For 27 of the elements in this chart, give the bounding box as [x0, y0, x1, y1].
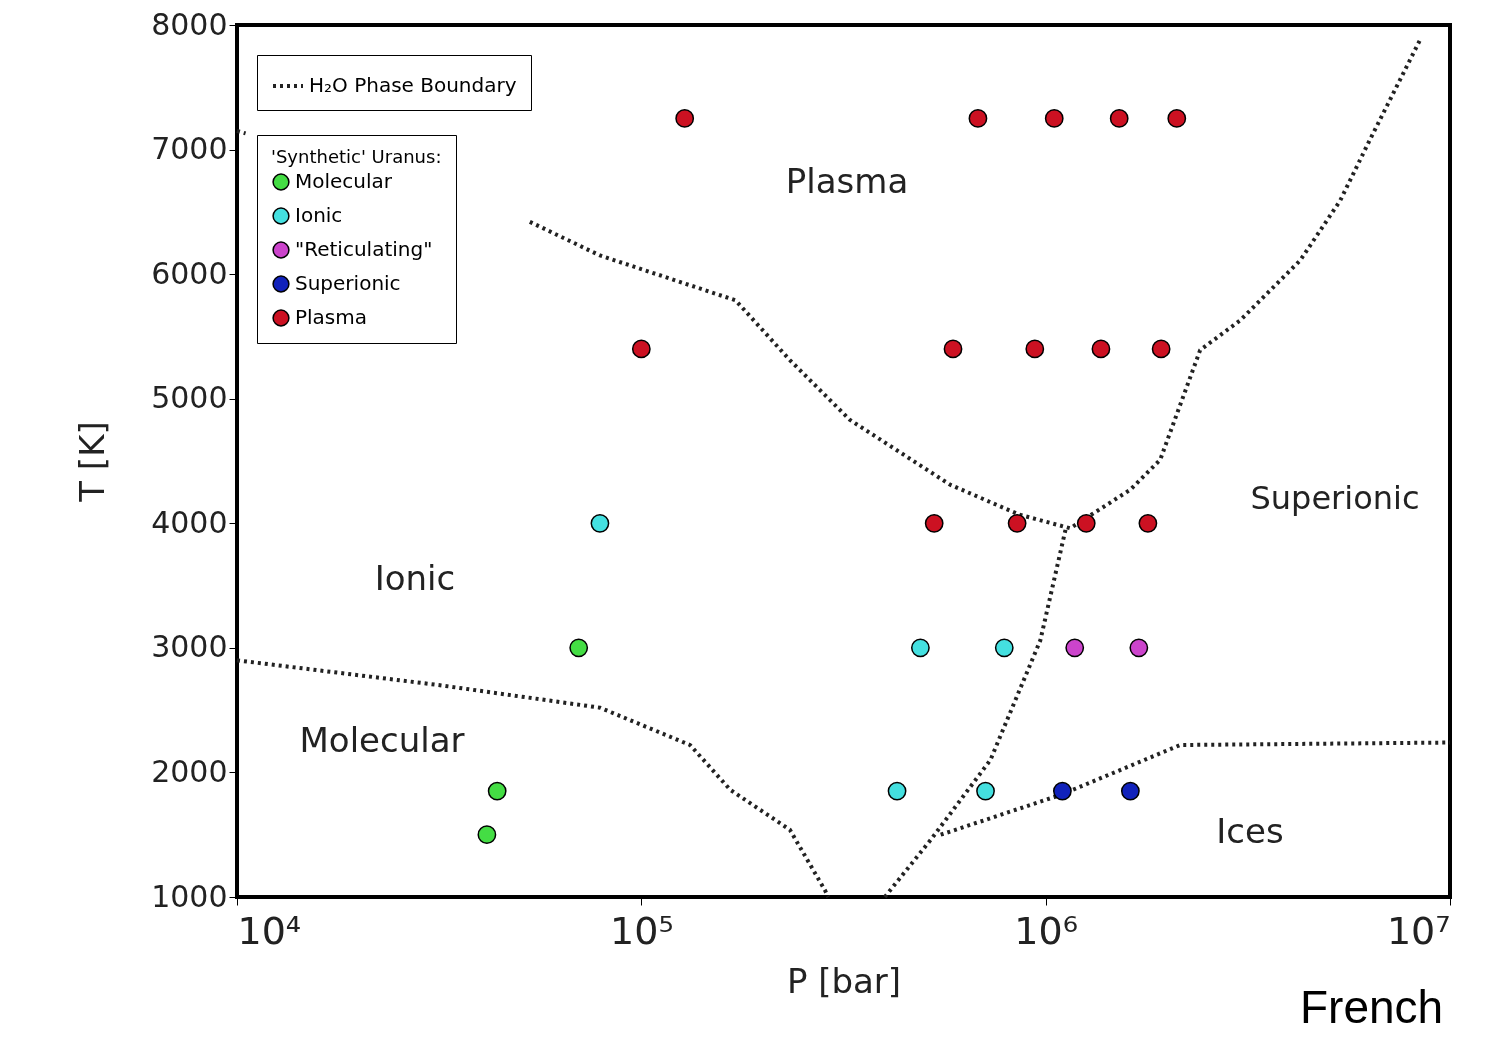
x-axis-title: P [bar] — [786, 960, 902, 1001]
annotation: Ices — [1216, 811, 1284, 851]
annotation: Superionic — [1250, 479, 1420, 517]
y-tick-label: 4000 — [151, 504, 228, 540]
annotation: Ionic — [374, 558, 456, 598]
text: French — [1300, 981, 1444, 1033]
legend-title: 'Synthetic' Uranus: — [271, 146, 442, 167]
annotation: Molecular — [299, 720, 465, 760]
legend-label: H₂O Phase Boundary — [309, 73, 517, 97]
legend-label: Molecular — [295, 169, 393, 193]
y-axis-title: T [K] — [72, 421, 113, 503]
x-tick-label: 10⁷ — [1386, 908, 1451, 953]
legend-label: Plasma — [295, 305, 368, 329]
y-tick-label: 7000 — [151, 131, 228, 167]
x-tick-label: 10⁵ — [610, 908, 674, 953]
y-tick-label: 8000 — [151, 6, 228, 42]
y-tick-label: 6000 — [151, 255, 228, 291]
y-tick-label: 3000 — [151, 629, 228, 665]
y-tick-label: 5000 — [151, 380, 228, 416]
y-tick-label: 2000 — [151, 753, 228, 789]
legend-label: Ionic — [295, 203, 343, 227]
x-tick-label: 10⁴ — [237, 908, 302, 953]
legend-label: Superionic — [295, 271, 401, 295]
legend-label: "Reticulating" — [295, 237, 433, 261]
x-tick-label: 10⁶ — [1014, 908, 1078, 953]
annotation: Plasma — [785, 161, 909, 201]
y-tick-label: 1000 — [151, 878, 228, 914]
